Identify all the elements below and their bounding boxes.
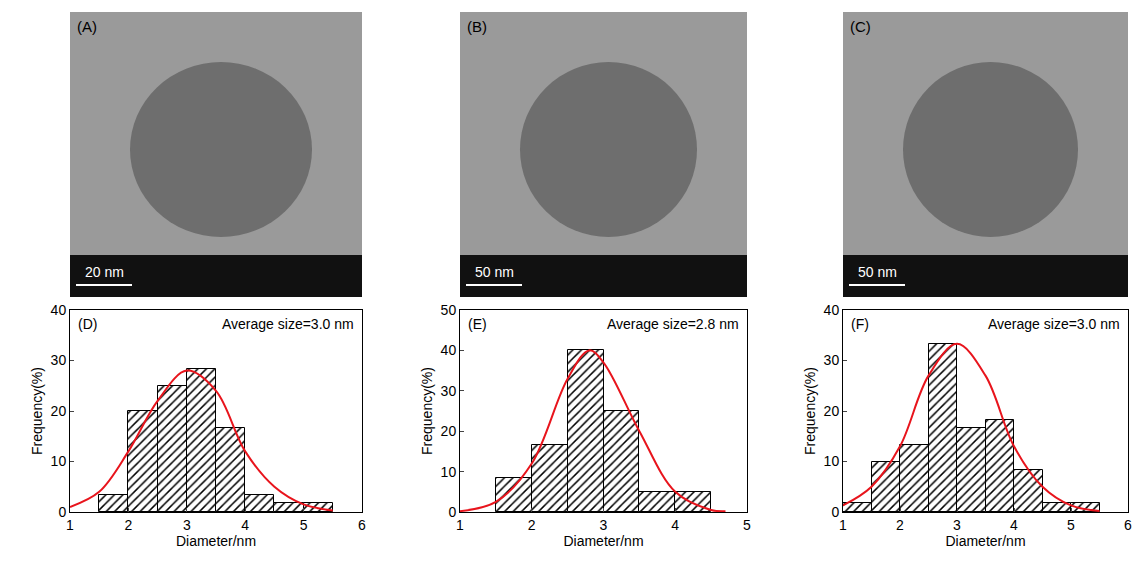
svg-text:20: 20	[441, 423, 457, 439]
svg-text:(A): (A)	[77, 18, 97, 35]
svg-text:50: 50	[441, 302, 457, 318]
svg-text:Average size=3.0 nm: Average size=3.0 nm	[222, 316, 354, 332]
svg-text:3: 3	[600, 517, 608, 533]
svg-text:50 nm: 50 nm	[858, 264, 897, 280]
svg-text:2: 2	[125, 517, 133, 533]
svg-text:20: 20	[824, 403, 840, 419]
svg-text:40: 40	[51, 302, 67, 318]
svg-text:3: 3	[953, 517, 961, 533]
svg-text:4: 4	[1010, 517, 1018, 533]
svg-text:Frequency(%): Frequency(%)	[802, 367, 818, 455]
svg-text:40: 40	[824, 302, 840, 318]
svg-text:6: 6	[358, 517, 366, 533]
svg-text:4: 4	[241, 517, 249, 533]
svg-text:10: 10	[441, 464, 457, 480]
svg-text:Average size=3.0 nm: Average size=3.0 nm	[988, 316, 1120, 332]
svg-text:5: 5	[300, 517, 308, 533]
svg-text:Frequency(%): Frequency(%)	[419, 367, 435, 455]
svg-text:1: 1	[66, 517, 74, 533]
svg-text:50 nm: 50 nm	[475, 264, 514, 280]
svg-text:10: 10	[51, 453, 67, 469]
svg-text:Frequency(%): Frequency(%)	[29, 367, 45, 455]
svg-text:(D): (D)	[78, 316, 97, 332]
svg-text:30: 30	[51, 352, 67, 368]
svg-text:30: 30	[441, 383, 457, 399]
svg-text:4: 4	[671, 517, 679, 533]
svg-text:0: 0	[448, 504, 456, 520]
svg-text:20 nm: 20 nm	[85, 264, 124, 280]
svg-text:3: 3	[183, 517, 191, 533]
svg-text:1: 1	[456, 517, 464, 533]
svg-text:5: 5	[1067, 517, 1075, 533]
svg-text:20: 20	[51, 403, 67, 419]
svg-text:Diameter/nm: Diameter/nm	[945, 533, 1025, 549]
svg-text:2: 2	[528, 517, 536, 533]
svg-text:(C): (C)	[850, 18, 871, 35]
svg-text:Average size=2.8 nm: Average size=2.8 nm	[607, 316, 739, 332]
svg-text:(E): (E)	[468, 316, 487, 332]
svg-text:Diameter/nm: Diameter/nm	[563, 533, 643, 549]
svg-text:1: 1	[839, 517, 847, 533]
svg-text:(F): (F)	[851, 316, 869, 332]
svg-text:10: 10	[824, 453, 840, 469]
svg-text:40: 40	[441, 342, 457, 358]
svg-text:0: 0	[58, 504, 66, 520]
svg-text:30: 30	[824, 352, 840, 368]
svg-text:6: 6	[1124, 517, 1132, 533]
svg-text:5: 5	[743, 517, 751, 533]
svg-text:0: 0	[831, 504, 839, 520]
svg-text:Diameter/nm: Diameter/nm	[176, 533, 256, 549]
svg-text:(B): (B)	[467, 18, 487, 35]
svg-text:2: 2	[896, 517, 904, 533]
